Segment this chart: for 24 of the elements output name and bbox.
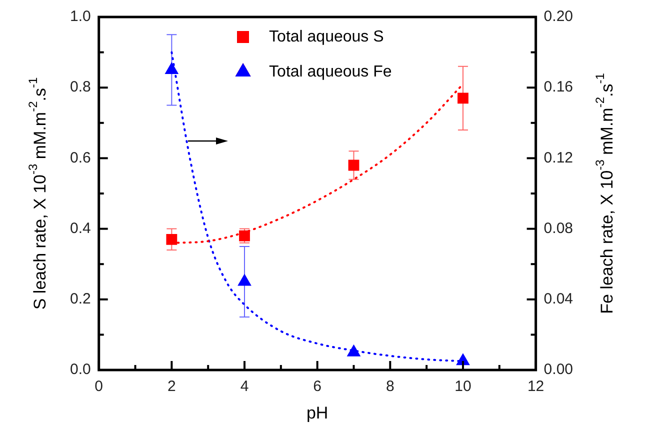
y-axis-title: S leach rate, X 10-3 mM.m-2.s-1 (26, 77, 50, 310)
y-tick-label: 0.4 (70, 220, 91, 237)
y-tick-label: 0.2 (70, 290, 91, 308)
x-axis-title: pH (306, 404, 328, 423)
y2-tick-label: 0.12 (544, 149, 574, 166)
x-tick-label: 10 (454, 378, 472, 396)
y2-axis-title: Fe leach rate, X 10-3 mM.m-2.s-1 (593, 72, 616, 314)
x-tick-label: 2 (168, 378, 176, 396)
y-tick-label: 0.0 (70, 361, 91, 378)
y-tick-label: 0.6 (70, 149, 91, 166)
y2-tick-label: 0.20 (544, 8, 574, 26)
y2-tick-label: 0.00 (544, 361, 574, 378)
y2-tick-label: 0.08 (544, 220, 574, 237)
x-tick-label: 6 (313, 378, 322, 396)
x-tick-label: 12 (527, 378, 544, 396)
x-tick-label: 8 (386, 378, 394, 396)
y-tick-label: 1.0 (70, 8, 91, 26)
legend-label: Total aqueous Fe (269, 63, 392, 80)
y2-tick-label: 0.04 (544, 290, 574, 308)
legend-label: Total aqueous S (269, 28, 384, 46)
x-tick-label: 0 (94, 378, 104, 396)
x-tick-label: 4 (240, 378, 249, 396)
y-tick-label: 0.8 (70, 78, 91, 96)
y2-tick-label: 0.16 (544, 78, 574, 96)
